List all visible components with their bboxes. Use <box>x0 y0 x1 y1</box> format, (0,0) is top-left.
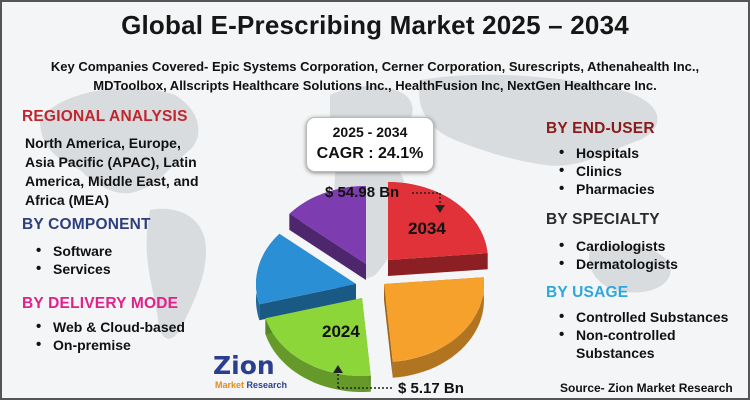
pie-slice-0 <box>388 182 488 260</box>
specialty-list: Cardiologists Dermatologists <box>556 237 678 273</box>
delivery-heading: BY DELIVERY MODE <box>22 295 179 312</box>
list-item: Hospitals <box>556 144 655 162</box>
companies-line-1: Key Companies Covered- Epic Systems Corp… <box>50 59 700 74</box>
regional-line-3: America, Middle East, and <box>25 173 199 189</box>
pie-slice-wall-1-1 <box>384 284 393 378</box>
pie-slice-1 <box>384 277 484 362</box>
component-heading: BY COMPONENT <box>22 216 151 233</box>
regional-line-2: Asia Pacific (APAC), Latin <box>25 154 197 170</box>
end-value-label: $ 54.98 Bn <box>325 184 400 201</box>
list-item: Non-controlled <box>556 326 728 344</box>
slice-label-2024: 2024 <box>322 322 360 341</box>
pie-slice-side-1 <box>392 277 484 378</box>
logo-sub-market: Market <box>215 380 245 390</box>
pie-slice-3 <box>256 233 356 305</box>
list-item: Pharmacies <box>556 180 655 198</box>
pie-tops <box>256 182 488 376</box>
logo-main: Zion <box>213 351 275 380</box>
pie-slice-wall-0-1 <box>388 253 488 276</box>
pie-slice-wall-4-0 <box>289 213 366 280</box>
start-value-label: $ 5.17 Bn <box>398 380 464 397</box>
end-user-list: Hospitals Clinics Pharmacies <box>556 144 655 198</box>
list-item: Controlled Substances <box>556 308 728 326</box>
pie-slice-2 <box>265 298 371 376</box>
end-user-heading: BY END-USER <box>546 120 655 137</box>
logo-sub: Market Research <box>215 380 287 390</box>
start-value-arrow <box>333 365 343 373</box>
companies-line-2: MDToolbox, Allscripts Healthcare Solutio… <box>93 78 657 93</box>
pie-slice-4 <box>289 186 366 264</box>
component-list: Software Services <box>33 242 112 278</box>
list-item: Cardiologists <box>556 237 678 255</box>
regional-line-4: Africa (MEA) <box>25 192 110 208</box>
companies-text: Key Companies Covered- Epic Systems Corp… <box>20 57 730 95</box>
usage-heading: BY USAGE <box>546 284 629 301</box>
specialty-heading: BY SPECIALTY <box>546 211 660 228</box>
cagr-years: 2025 - 2034 <box>332 124 408 140</box>
list-item: Dermatologists <box>556 255 678 273</box>
regional-line-1: North America, Europe, <box>25 135 181 151</box>
regional-heading: REGIONAL ANALYSIS <box>22 108 188 125</box>
list-item: On-premise <box>33 336 185 354</box>
source-text: Source- Zion Market Research <box>560 381 733 395</box>
regional-text: North America, Europe, Asia Pacific (APA… <box>25 134 199 210</box>
list-item: Web & Cloud-based <box>33 318 185 336</box>
pie-slice-wall-3-0 <box>259 284 356 321</box>
usage-list: Controlled Substances Non-controlled Sub… <box>556 308 728 362</box>
slice-label-2034: 2034 <box>408 219 446 238</box>
logo-sub-research: Research <box>246 380 288 390</box>
list-item-continuation: Substances <box>576 345 655 361</box>
page-title: Global E-Prescribing Market 2025 – 2034 <box>121 10 629 40</box>
list-item: Software <box>33 242 112 260</box>
cagr-value: CAGR : 24.1% <box>316 145 424 162</box>
pie-slice-side-2 <box>265 318 371 392</box>
list-item: Services <box>33 260 112 278</box>
zion-logo: Zion Market Research <box>213 353 289 395</box>
cagr-box: 2025 - 2034 CAGR : 24.1% <box>306 117 434 172</box>
list-item: Clinics <box>556 162 655 180</box>
end-value-arrow <box>435 205 445 213</box>
delivery-list: Web & Cloud-based On-premise <box>33 318 185 354</box>
